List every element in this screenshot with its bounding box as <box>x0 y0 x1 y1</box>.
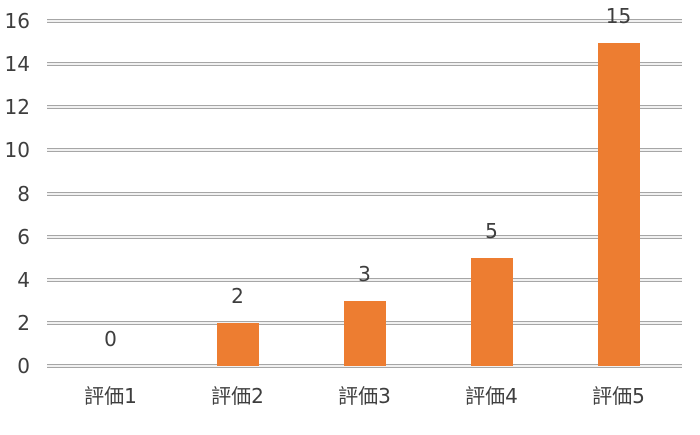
bar <box>343 301 386 366</box>
data-label: 2 <box>231 283 244 308</box>
data-label: 5 <box>485 219 498 244</box>
y-axis-tick-label: 6 <box>17 224 30 249</box>
data-label: 15 <box>605 3 632 28</box>
y-axis-tick-label: 10 <box>4 138 30 163</box>
gridline <box>47 277 682 282</box>
x-axis-tick-label: 評価4 <box>465 384 518 408</box>
y-axis-tick-label: 14 <box>4 52 30 77</box>
gridline <box>47 191 682 196</box>
x-axis-tick-label: 評価3 <box>338 384 391 408</box>
gridline <box>47 234 682 239</box>
gridline <box>47 148 682 153</box>
bar <box>597 42 640 366</box>
gridline <box>47 105 682 110</box>
y-axis-tick-label: 4 <box>17 267 30 292</box>
y-axis-tick-label: 12 <box>4 95 30 120</box>
x-axis-tick-label: 評価1 <box>84 384 137 408</box>
data-label: 3 <box>358 262 371 287</box>
gridline <box>47 19 682 23</box>
bar <box>470 258 513 366</box>
x-axis-tick-label: 評価5 <box>592 384 645 408</box>
y-axis-tick-label: 8 <box>17 181 30 206</box>
gridline <box>47 62 682 67</box>
bar <box>216 322 259 366</box>
x-axis-tick-label: 評価2 <box>211 384 264 408</box>
data-label: 0 <box>104 327 117 351</box>
y-axis-tick-label: 2 <box>17 310 30 335</box>
y-axis-tick-label: 16 <box>4 9 30 33</box>
y-axis-tick-label: 0 <box>17 354 30 378</box>
